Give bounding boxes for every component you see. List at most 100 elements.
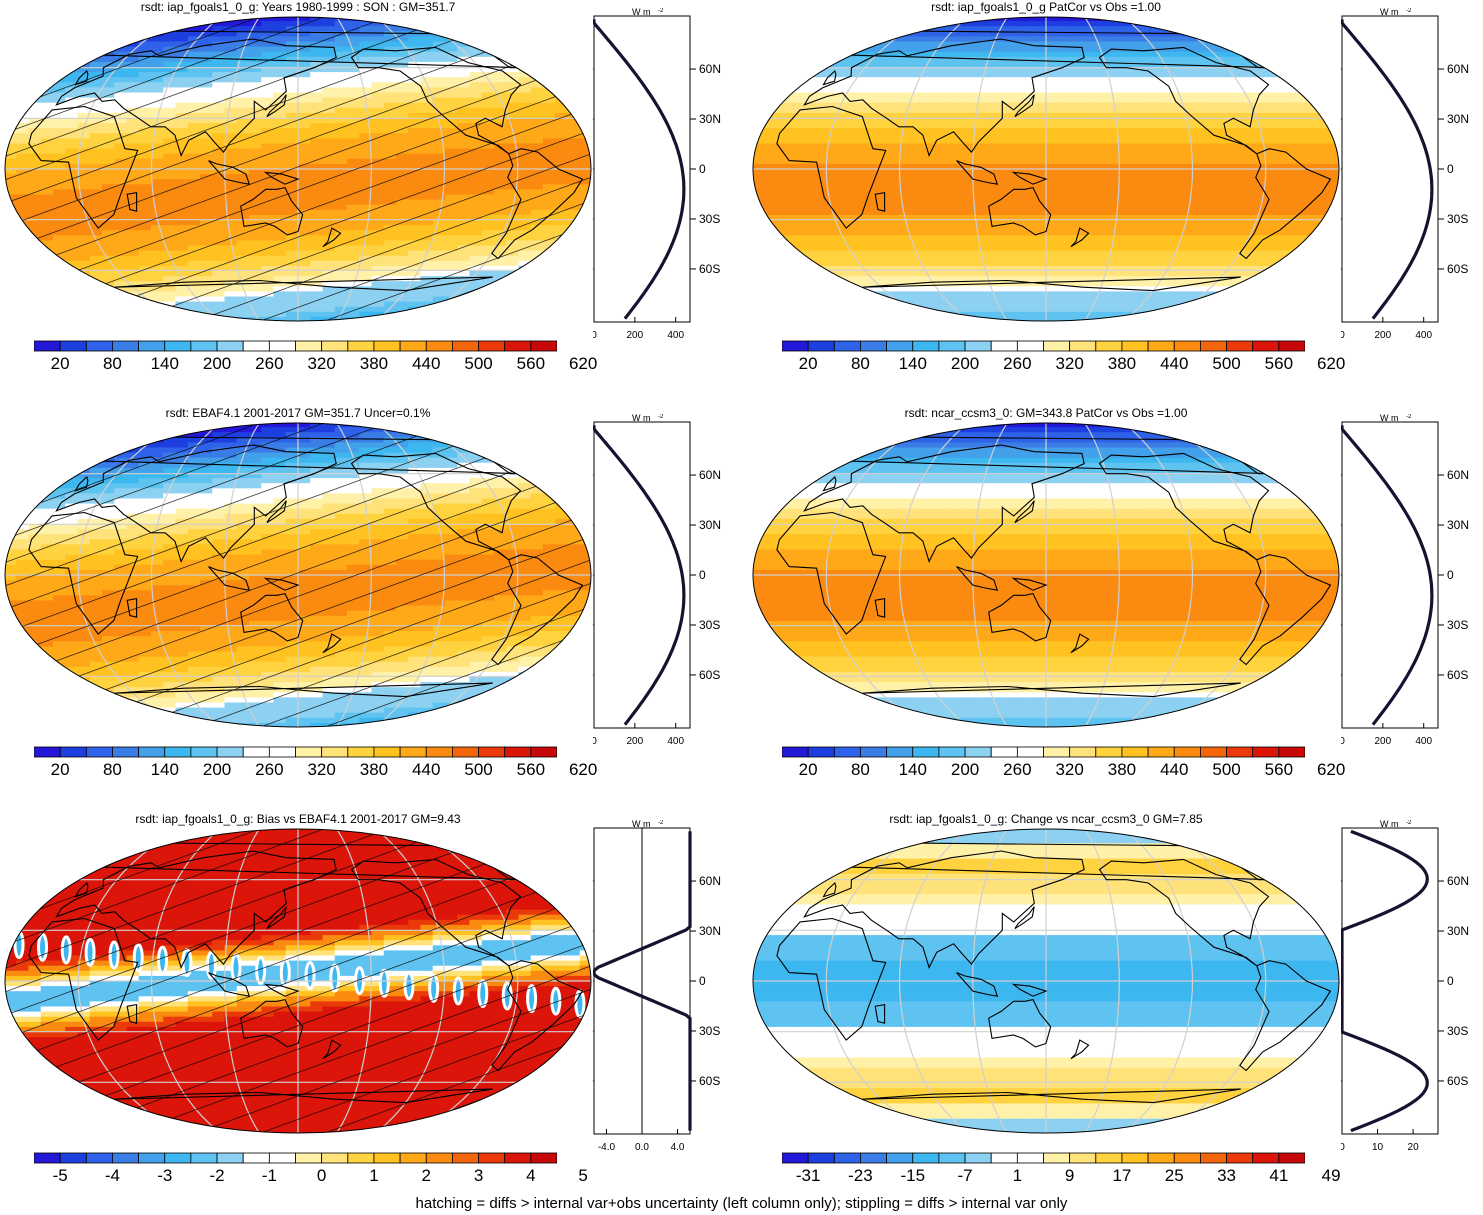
latitude-label: 60S <box>1447 1074 1468 1088</box>
colorbar-swatch <box>964 1152 992 1164</box>
colorbar-tick-label: 33 <box>1217 1166 1237 1185</box>
colorbar-swatch <box>1069 746 1097 758</box>
colorbar-swatch <box>1043 746 1071 758</box>
colorbar-swatch <box>938 1152 966 1164</box>
colorbar-swatch <box>530 340 557 352</box>
latitude-label: 30N <box>1447 112 1469 126</box>
colorbar-swatch <box>112 340 139 352</box>
colorbar-swatch <box>85 340 113 352</box>
colorbar-swatch <box>833 746 861 758</box>
latitude-label: 60S <box>699 1074 720 1088</box>
colorbar-swatch <box>1043 1152 1071 1164</box>
colorbar-tick-label: 560 <box>1264 354 1294 373</box>
colorbar-labels: 20 80 140 200 260 320 380 440 500 560 620 <box>34 760 598 782</box>
colorbar-tick-label: 200 <box>950 354 980 373</box>
colorbar-swatch <box>1043 340 1071 352</box>
profile-x-tick-label: 0 <box>1341 330 1345 341</box>
colorbar-swatch <box>164 340 192 352</box>
colorbar-swatch <box>1147 1152 1175 1164</box>
latitude-label: 60S <box>699 262 720 276</box>
colorbar-swatch <box>295 1152 323 1164</box>
latitude-label: 30N <box>1447 924 1469 938</box>
colorbar-swatch <box>321 1152 349 1164</box>
colorbar-swatch <box>530 1152 557 1164</box>
colorbar-tick-label: 320 <box>1055 760 1084 779</box>
zonal-mean-curve <box>1341 425 1434 726</box>
world-map <box>752 422 1340 728</box>
colorbar-swatch <box>1173 1152 1201 1164</box>
profile-unit: W m <box>632 8 651 17</box>
zonal-mean-curve <box>1341 829 1429 1133</box>
colorbar-swatch <box>1095 340 1123 352</box>
zonal-mean-curve <box>593 831 692 1131</box>
zonal-mean-profile: W m -2 60N 30N 0 30S 60S 0 200 400 <box>593 414 721 747</box>
profile-unit-exponent: -2 <box>658 8 664 14</box>
profile-unit-exponent: -2 <box>658 414 664 420</box>
colorbar-swatch <box>373 1152 401 1164</box>
colorbar-tick-label: 2 <box>421 1166 431 1185</box>
colorbar-swatch <box>59 1152 87 1164</box>
zonal-mean-curve <box>593 19 686 320</box>
world-map <box>752 16 1340 322</box>
colorbar-swatch <box>1226 746 1254 758</box>
colorbar-swatch <box>1278 746 1305 758</box>
profile-unit: W m <box>632 414 651 423</box>
colorbar-tick-label: 140 <box>898 760 927 779</box>
colorbar-tick-label: 260 <box>1003 760 1032 779</box>
colorbar-swatch <box>425 340 453 352</box>
colorbar-tick-label: 440 <box>1160 760 1189 779</box>
latitude-label: 0 <box>1447 568 1454 582</box>
colorbar-swatch <box>112 746 139 758</box>
colorbar-swatch <box>1199 1152 1227 1164</box>
colorbar-tick-label: -3 <box>157 1166 173 1185</box>
colorbar-tick-label: 500 <box>464 760 493 779</box>
colorbar-swatch <box>860 340 887 352</box>
profile-unit: W m <box>1380 820 1399 829</box>
colorbar-tick-label: -23 <box>848 1166 873 1185</box>
colorbar-labels: -5 -4 -3 -2 -1 0 1 2 3 4 5 <box>34 1166 588 1188</box>
colorbar-tick-label: 140 <box>150 354 179 373</box>
latitude-label: 60N <box>699 874 721 888</box>
profile-x-tick-label: 200 <box>627 736 644 747</box>
panel-title: rsdt: iap_fgoals1_0_g: Change vs ncar_cc… <box>889 812 1203 826</box>
colorbar-tick-label: 80 <box>102 760 122 779</box>
colorbar-swatch <box>1016 1152 1044 1164</box>
colorbar-tick-label: 17 <box>1112 1166 1132 1185</box>
colorbar-swatch <box>373 340 401 352</box>
profile-x-tick-label: 400 <box>1415 330 1432 341</box>
colorbar-tick-label: 260 <box>1003 354 1032 373</box>
colorbar-swatch <box>112 1152 139 1164</box>
colorbar-swatch <box>373 746 401 758</box>
latitude-label: 30N <box>699 924 721 938</box>
colorbar-swatch <box>190 1152 218 1164</box>
colorbar-swatch <box>912 746 940 758</box>
colorbar <box>34 1152 557 1164</box>
colorbar-tick-label: -4 <box>104 1166 120 1185</box>
colorbar-swatch <box>268 746 296 758</box>
colorbar-labels: -31 -23 -15 -7 1 9 17 25 33 41 49 <box>782 1166 1341 1188</box>
colorbar-labels: 20 80 140 200 260 320 380 440 500 560 620 <box>782 354 1346 376</box>
latitude-label: 60S <box>1447 262 1468 276</box>
colorbar-swatch <box>990 340 1018 352</box>
colorbar-tick-label: 500 <box>1212 354 1241 373</box>
colorbar-swatch <box>399 1152 427 1164</box>
colorbar-swatch <box>807 746 835 758</box>
colorbar-swatch <box>216 340 244 352</box>
colorbar-swatch <box>164 746 192 758</box>
colorbar-swatch <box>807 1152 835 1164</box>
colorbar-swatch <box>530 746 557 758</box>
colorbar-swatch <box>912 1152 940 1164</box>
colorbar-tick-label: 440 <box>412 354 441 373</box>
colorbar-tick-label: 320 <box>307 354 336 373</box>
colorbar-swatch <box>85 746 113 758</box>
colorbar-swatch <box>964 746 992 758</box>
colorbar-swatch <box>1069 1152 1097 1164</box>
profile-x-tick-label: 0 <box>1341 1142 1345 1153</box>
colorbar-swatch <box>478 746 506 758</box>
colorbar-tick-label: 20 <box>50 760 70 779</box>
profile-unit: W m <box>1380 8 1399 17</box>
world-map <box>4 422 592 728</box>
colorbar-tick-label: 80 <box>102 354 122 373</box>
colorbar-tick-label: 500 <box>1212 760 1241 779</box>
profile-x-tick-label: 10 <box>1372 1142 1384 1153</box>
